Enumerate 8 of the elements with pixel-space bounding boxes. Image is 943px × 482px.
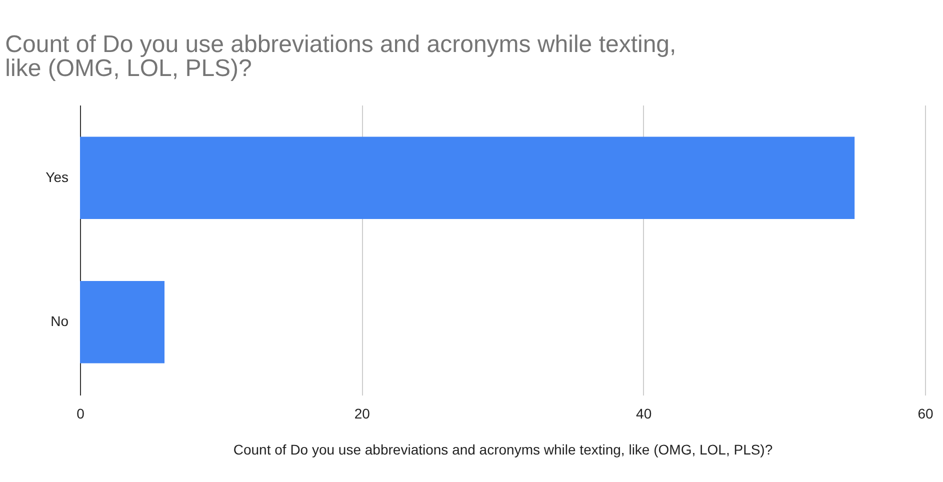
y-tick-label: No [50,313,69,330]
x-tick-label: 60 [918,406,934,422]
x-tick-label: 20 [354,406,370,422]
y-tick-label: Yes [46,168,68,185]
x-axis-title: Count of Do you use abbreviations and acronyms while texting, like (OMG, LOL, PLS)? [233,442,773,458]
chart-title: Count of Do you use abbreviations and acronyms while texting, like (OMG, LOL, PLS)? [5,31,676,82]
x-tick-label: 40 [636,406,652,422]
x-tick-label: 0 [76,406,85,422]
